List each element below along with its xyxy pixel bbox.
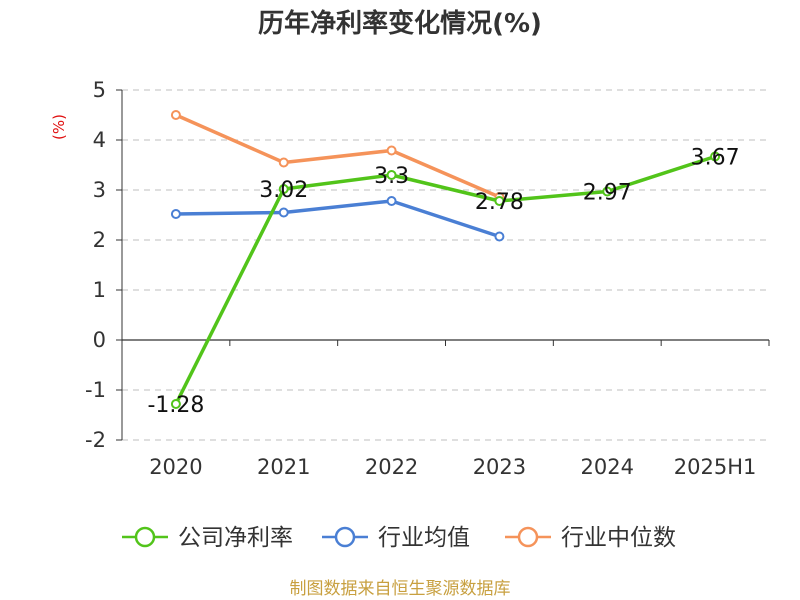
data-point [170, 399, 181, 409]
legend: 公司净利率 行业均值 行业中位数 [122, 525, 676, 551]
y-tick-label: 2 [93, 228, 106, 252]
data-point [602, 186, 613, 197]
x-tick-label: 2023 [473, 455, 526, 479]
series-layer [170, 110, 721, 409]
source-note: 制图数据来自恒生聚源数据库 [290, 579, 511, 599]
grid-lines [122, 89, 769, 441]
y-tick-label: 4 [93, 128, 106, 152]
y-tick-label: 5 [93, 78, 106, 102]
data-label: 2.97 [583, 181, 632, 206]
data-point [494, 196, 505, 206]
x-tick-label: 2025H1 [674, 455, 757, 479]
chart-title: 历年净利率变化情况(%) [258, 8, 542, 39]
data-point [278, 184, 289, 194]
axes: 5 4 3 2 1 0 -1 -2 2020 2021 2022 2023 2024 2025H1 [85, 78, 770, 479]
x-tick-label: 2022 [365, 455, 418, 479]
series-line-1 [174, 154, 716, 405]
x-tick-label: 2020 [149, 455, 202, 479]
y-tick-label: 0 [93, 328, 106, 352]
x-tick-label: 2024 [581, 455, 634, 479]
data-label: 2.78 [475, 190, 524, 215]
y-tick-label: -2 [85, 428, 106, 452]
legend-marker-1 [134, 526, 156, 548]
legend-label-2: 行业均值 [378, 525, 470, 551]
data-point [494, 231, 505, 242]
legend-label-1: 公司净利率 [178, 525, 293, 551]
data-point [710, 151, 721, 162]
data-point [278, 157, 289, 168]
legend-marker-2 [334, 526, 356, 548]
data-point [278, 207, 289, 218]
y-axis-label: (%) [50, 114, 68, 140]
data-label: -1.28 [147, 393, 204, 418]
data-label: 3.02 [259, 178, 308, 203]
data-point [386, 196, 397, 206]
series-line-2 [175, 199, 500, 239]
series-line-3 [175, 113, 501, 199]
y-tick-label: 3 [93, 178, 106, 202]
data-point [170, 209, 181, 219]
data-label: 3.67 [691, 146, 740, 171]
y-tick-label: 1 [93, 278, 106, 302]
legend-label-3: 行业中位数 [561, 525, 676, 551]
data-point [386, 170, 397, 180]
data-label: 3.3 [374, 164, 409, 189]
data-point [386, 145, 397, 156]
x-tick-label: 2021 [257, 455, 310, 479]
data-labels: -1.28 3.02 3.3 2.78 2.97 3.67 [147, 146, 739, 419]
legend-marker-3 [517, 526, 539, 548]
y-tick-label: -1 [85, 378, 106, 402]
data-point [170, 110, 181, 120]
